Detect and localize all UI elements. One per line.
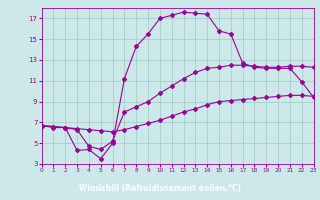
Text: Windchill (Refroidissement éolien,°C): Windchill (Refroidissement éolien,°C) (79, 184, 241, 193)
